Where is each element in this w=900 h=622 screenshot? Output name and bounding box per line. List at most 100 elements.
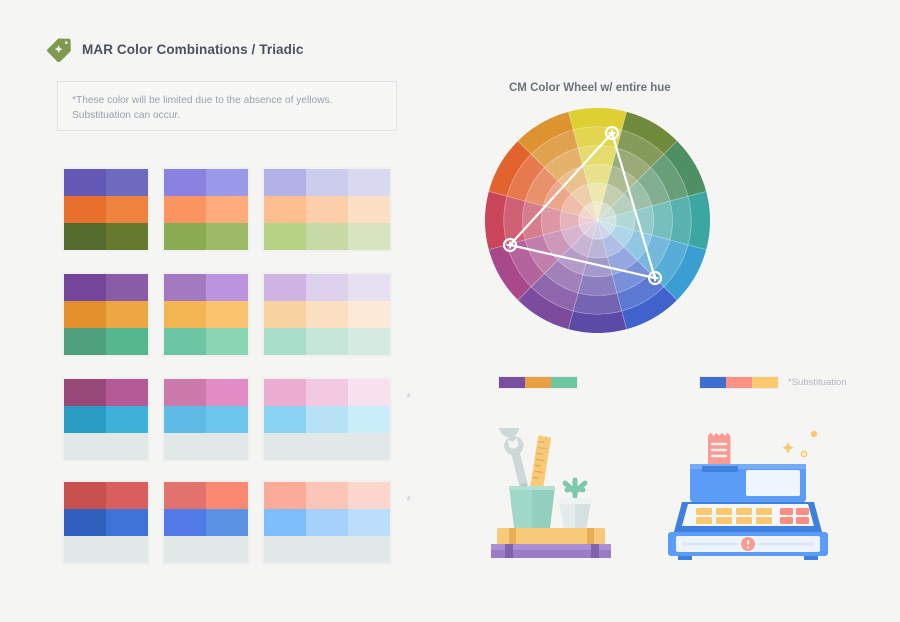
swatch-cell[interactable] bbox=[348, 169, 390, 196]
swatch-cell[interactable] bbox=[64, 223, 106, 250]
wheel-sector-green bbox=[637, 167, 670, 206]
swatch-cell[interactable] bbox=[264, 328, 306, 355]
swatch-cell[interactable] bbox=[64, 509, 106, 536]
swatch-cell[interactable] bbox=[106, 536, 148, 563]
swatch-cell[interactable] bbox=[348, 536, 390, 563]
swatch-cell[interactable] bbox=[164, 379, 206, 406]
swatch-cell[interactable] bbox=[348, 328, 390, 355]
swatch-cell[interactable] bbox=[348, 406, 390, 433]
swatch-cell[interactable] bbox=[264, 406, 306, 433]
wheel-spoke bbox=[517, 220, 598, 301]
swatch-cell[interactable] bbox=[264, 196, 306, 223]
swatch-cell[interactable] bbox=[306, 328, 348, 355]
swatch-cell[interactable] bbox=[206, 328, 248, 355]
swatch-cell[interactable] bbox=[64, 482, 106, 509]
swatch-cell[interactable] bbox=[348, 223, 390, 250]
swatch-cell[interactable] bbox=[206, 379, 248, 406]
swatch-cell[interactable] bbox=[306, 301, 348, 328]
wheel-sector-blue bbox=[621, 286, 678, 330]
wheel-ring-separator bbox=[540, 163, 655, 278]
swatch-cell[interactable] bbox=[164, 406, 206, 433]
swatch-cell[interactable] bbox=[64, 328, 106, 355]
swatch-cell[interactable] bbox=[206, 196, 248, 223]
swatch-cell[interactable] bbox=[206, 509, 248, 536]
swatch-cell[interactable] bbox=[64, 406, 106, 433]
keypad-keys-orange[interactable] bbox=[696, 508, 772, 524]
swatch-cell[interactable] bbox=[164, 274, 206, 301]
swatch-cell[interactable] bbox=[264, 274, 306, 301]
swatch-cell[interactable] bbox=[264, 169, 306, 196]
swatch-cell[interactable] bbox=[306, 482, 348, 509]
swatch-cell[interactable] bbox=[106, 328, 148, 355]
swatch-cell[interactable] bbox=[64, 379, 106, 406]
swatch-cell[interactable] bbox=[106, 223, 148, 250]
swatch-cell[interactable] bbox=[206, 274, 248, 301]
color-wheel[interactable] bbox=[485, 108, 710, 333]
swatch-cell[interactable] bbox=[348, 274, 390, 301]
register-drawer[interactable] bbox=[668, 532, 828, 556]
marker-top[interactable] bbox=[604, 125, 620, 141]
swatch-cell[interactable] bbox=[264, 433, 306, 460]
legend-label: *Substituation bbox=[788, 377, 847, 388]
swatch-cell[interactable] bbox=[164, 196, 206, 223]
swatch-cell[interactable] bbox=[206, 223, 248, 250]
swatch-cell[interactable] bbox=[106, 196, 148, 223]
swatch-cell[interactable] bbox=[306, 196, 348, 223]
color-wheel-svg[interactable] bbox=[485, 108, 710, 333]
marker-left[interactable] bbox=[502, 237, 518, 253]
swatch-cell[interactable] bbox=[64, 301, 106, 328]
swatch-cell[interactable] bbox=[164, 223, 206, 250]
keypad-keys-salmon[interactable] bbox=[780, 508, 809, 524]
swatch-cell[interactable] bbox=[306, 406, 348, 433]
swatch-cell[interactable] bbox=[206, 169, 248, 196]
swatch-cell[interactable] bbox=[64, 196, 106, 223]
swatch-cell[interactable] bbox=[348, 301, 390, 328]
swatch-cell[interactable] bbox=[306, 536, 348, 563]
swatch-cell[interactable] bbox=[164, 482, 206, 509]
swatch-cell[interactable] bbox=[264, 223, 306, 250]
swatch-cell[interactable] bbox=[306, 223, 348, 250]
swatch-cell[interactable] bbox=[64, 274, 106, 301]
marker-bottom-right[interactable] bbox=[647, 270, 663, 286]
swatch-cell[interactable] bbox=[264, 482, 306, 509]
swatch-cell[interactable] bbox=[264, 379, 306, 406]
swatch-cell[interactable] bbox=[64, 433, 106, 460]
swatch-group bbox=[162, 272, 250, 357]
swatch-cell[interactable] bbox=[306, 169, 348, 196]
swatch-row-asterisk: * bbox=[406, 493, 412, 508]
swatch-cell[interactable] bbox=[106, 433, 148, 460]
swatch-cell[interactable] bbox=[164, 328, 206, 355]
swatch-cell[interactable] bbox=[206, 433, 248, 460]
swatch-cell[interactable] bbox=[64, 169, 106, 196]
swatch-cell[interactable] bbox=[348, 509, 390, 536]
swatch-cell[interactable] bbox=[206, 406, 248, 433]
swatch-cell[interactable] bbox=[306, 509, 348, 536]
swatch-cell[interactable] bbox=[348, 433, 390, 460]
swatch-cell[interactable] bbox=[206, 301, 248, 328]
swatch-cell[interactable] bbox=[164, 509, 206, 536]
swatch-cell[interactable] bbox=[106, 274, 148, 301]
swatch-cell[interactable] bbox=[264, 536, 306, 563]
swatch-cell[interactable] bbox=[106, 301, 148, 328]
swatch-cell[interactable] bbox=[206, 482, 248, 509]
swatch-cell[interactable] bbox=[164, 301, 206, 328]
swatch-cell[interactable] bbox=[306, 379, 348, 406]
swatch-cell[interactable] bbox=[206, 536, 248, 563]
swatch-cell[interactable] bbox=[264, 301, 306, 328]
swatch-cell[interactable] bbox=[106, 406, 148, 433]
swatch-cell[interactable] bbox=[348, 196, 390, 223]
swatch-cell[interactable] bbox=[306, 433, 348, 460]
swatch-cell[interactable] bbox=[264, 509, 306, 536]
swatch-cell[interactable] bbox=[348, 379, 390, 406]
swatch-cell[interactable] bbox=[164, 169, 206, 196]
swatch-cell[interactable] bbox=[106, 379, 148, 406]
swatch-cell[interactable] bbox=[106, 482, 148, 509]
swatch-cell[interactable] bbox=[106, 509, 148, 536]
swatch-column bbox=[264, 379, 306, 460]
swatch-cell[interactable] bbox=[106, 169, 148, 196]
swatch-cell[interactable] bbox=[164, 536, 206, 563]
swatch-cell[interactable] bbox=[164, 433, 206, 460]
swatch-cell[interactable] bbox=[64, 536, 106, 563]
swatch-cell[interactable] bbox=[348, 482, 390, 509]
swatch-cell[interactable] bbox=[306, 274, 348, 301]
